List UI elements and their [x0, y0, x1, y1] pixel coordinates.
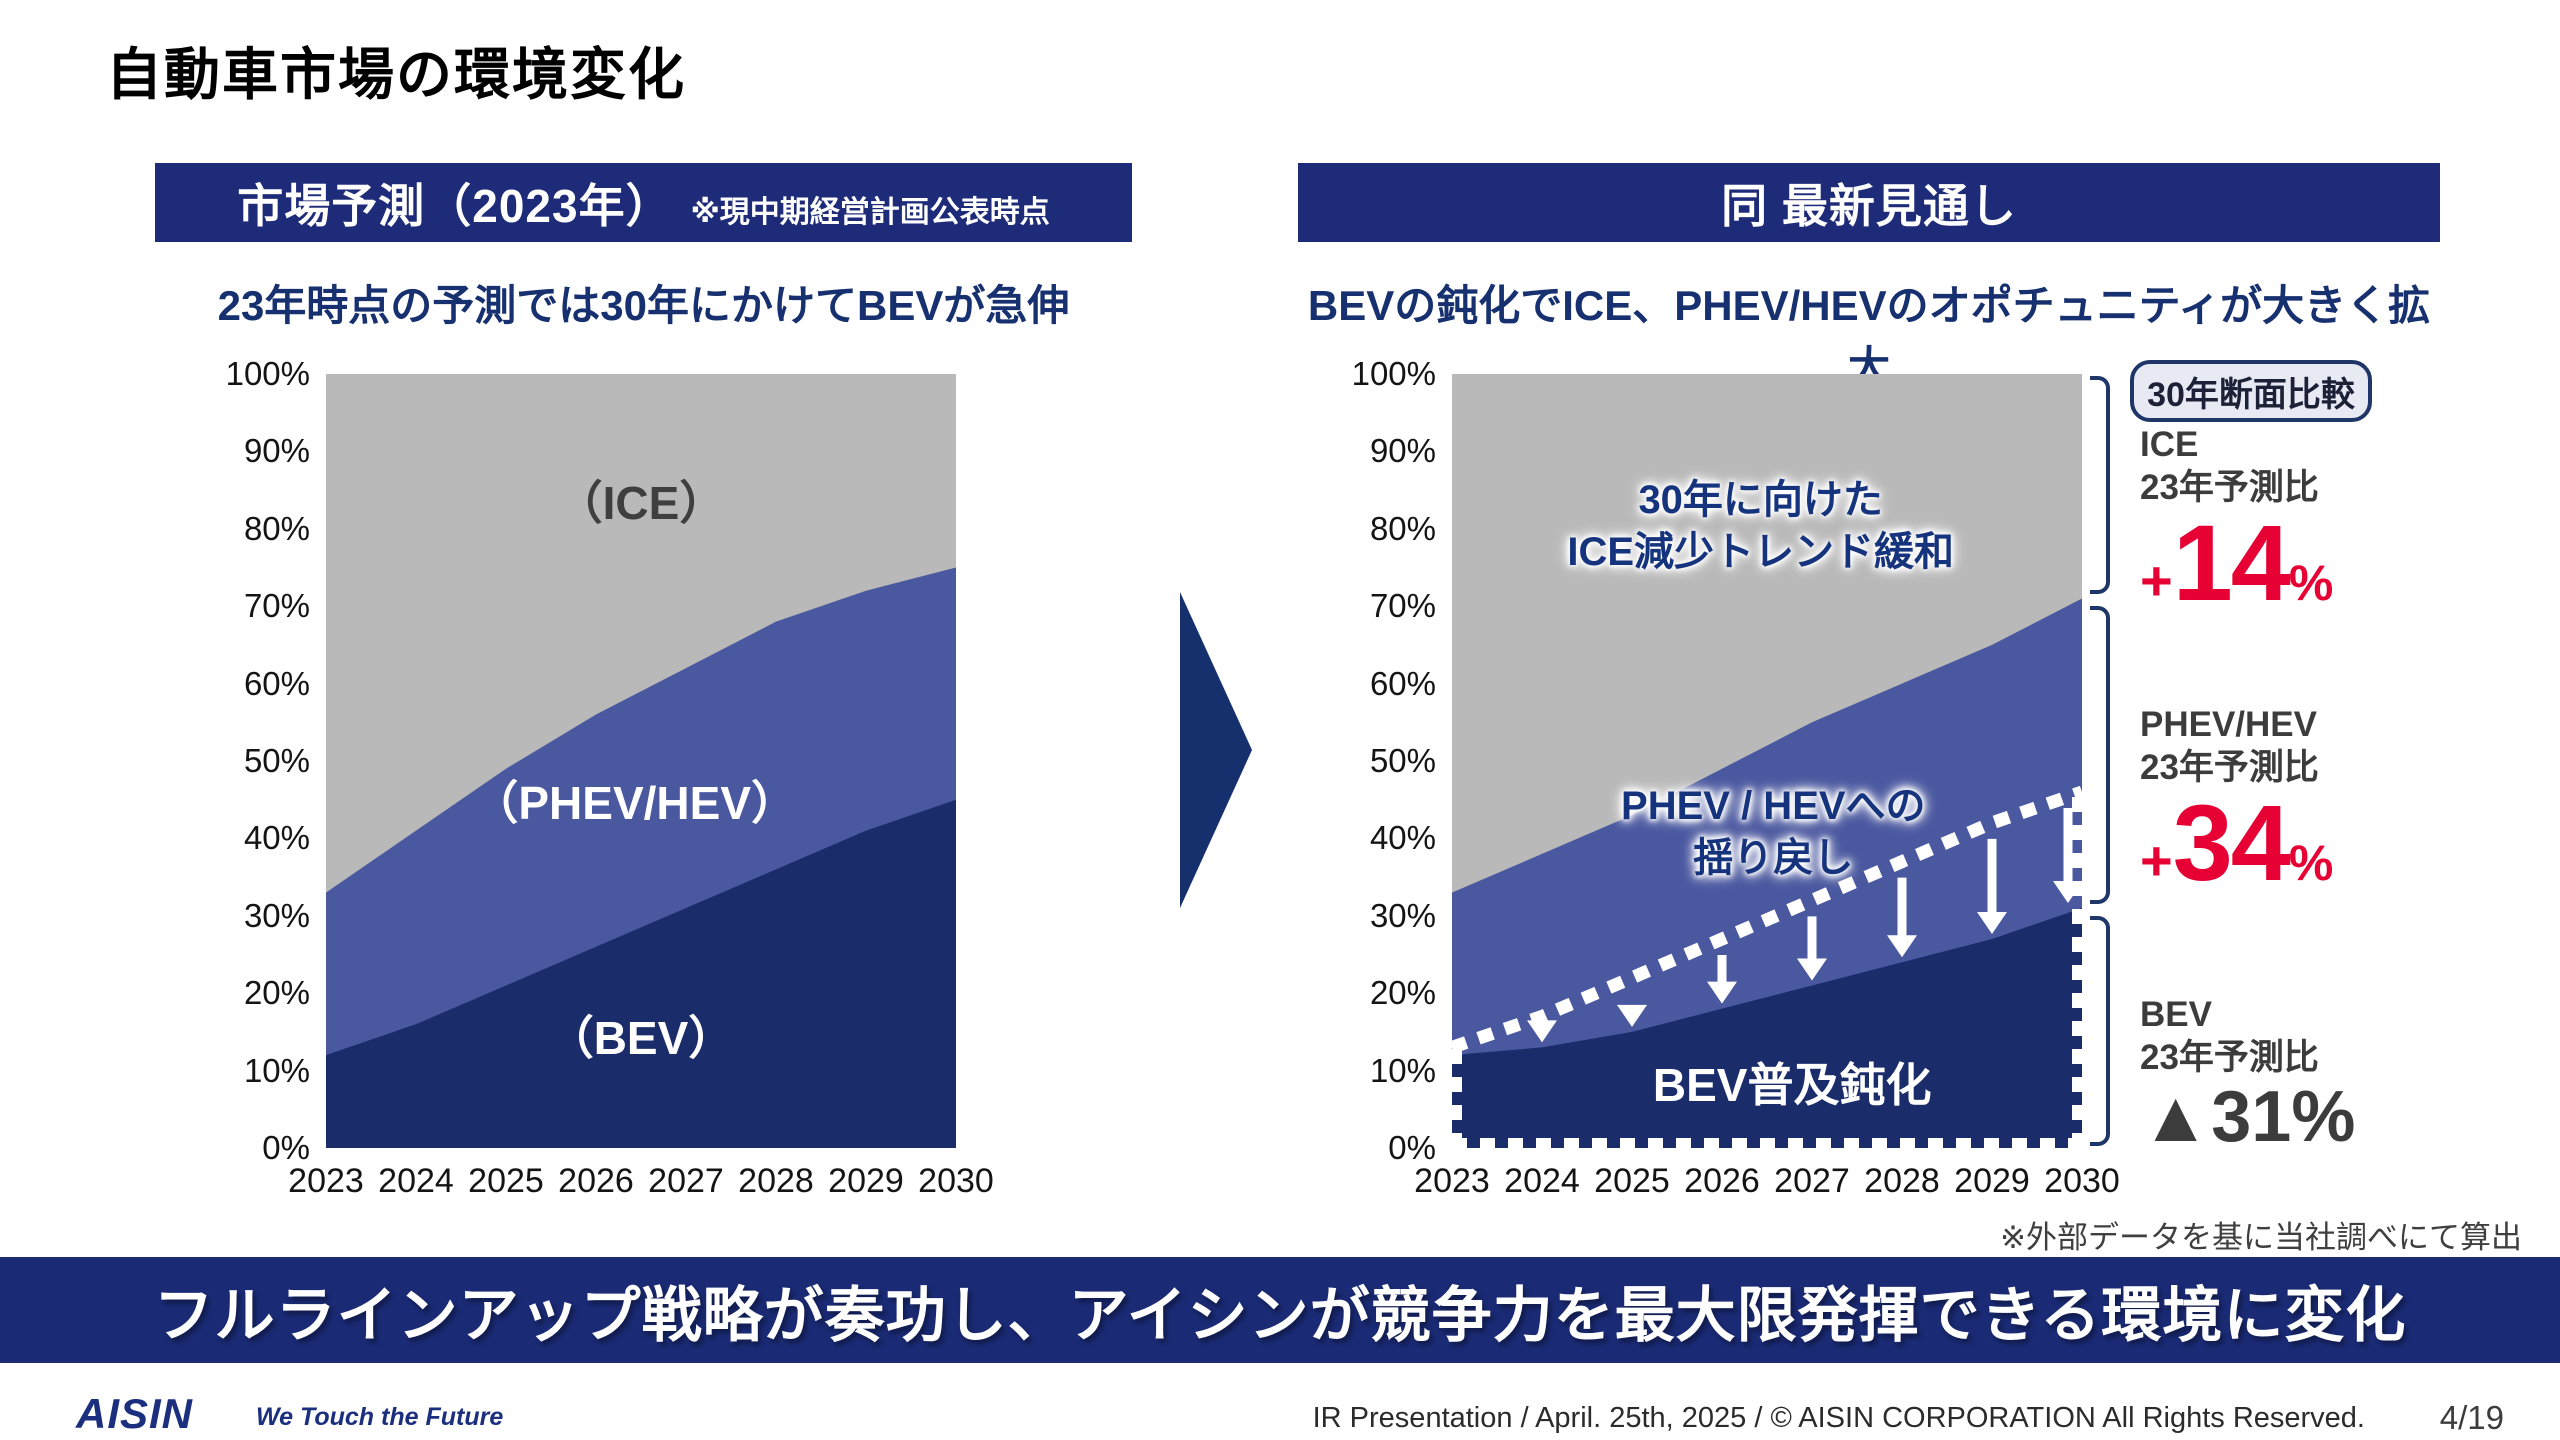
ice-stat-name: ICE — [2140, 425, 2199, 464]
x-tick-label: 2030 — [2044, 1162, 2120, 1200]
ice-stat-label: 23年予測比 — [2140, 467, 2319, 507]
x-tick-label: 2027 — [1774, 1162, 1850, 1200]
phev-swingback-annotation: PHEV / HEVへの 揺り戻し — [1621, 784, 1926, 880]
x-tick-label: 2030 — [918, 1162, 994, 1200]
down-arrow-head — [1527, 1020, 1557, 1043]
forecast-2023-chart-canvas — [326, 374, 956, 1148]
y-tick-label: 70% — [1369, 587, 1436, 625]
y-tick-label: 90% — [1369, 432, 1436, 470]
y-tick-label: 50% — [243, 742, 310, 779]
copyright-text: IR Presentation / April. 25th, 2025 / © … — [1312, 1402, 2365, 1434]
y-tick-label: 10% — [243, 1051, 310, 1089]
down-arrow-head — [1617, 1004, 1647, 1027]
y-tick-label: 60% — [243, 664, 310, 702]
bev-area-label: （BEV） — [547, 1012, 735, 1064]
y-tick-label: 0% — [1388, 1129, 1436, 1166]
y-tick-label: 20% — [243, 974, 310, 1012]
phev-area-label: （PHEV/HEV） — [472, 777, 798, 829]
y-tick-label: 60% — [1369, 664, 1436, 702]
left-panel-header: 市場予測（2023年） ※現中期経営計画公表時点 — [155, 163, 1132, 242]
bev-area — [1452, 908, 2082, 1148]
left-panel-subtitle: 23年時点の予測では30年にかけてBEVが急伸 — [217, 282, 1070, 329]
y-tick-label: 100% — [1351, 355, 1436, 392]
down-arrow-head — [1887, 935, 1917, 958]
ice-bracket — [2090, 376, 2110, 594]
y-tick-label: 80% — [1369, 509, 1436, 547]
x-tick-label: 2025 — [1594, 1162, 1670, 1200]
y-tick-label: 0% — [262, 1129, 310, 1166]
x-tick-label: 2026 — [1684, 1162, 1760, 1200]
phev-stat-value: +34% — [2140, 782, 2334, 904]
x-tick-label: 2027 — [648, 1162, 724, 1200]
ice-stat-value: +14% — [2140, 502, 2334, 624]
former-bev-dotted-line — [1449, 785, 2085, 1054]
forecast-2023-chart: （ICE） （PHEV/HEV） （BEV） 0% 10% 20% 30% 40% 50%… — [226, 355, 994, 1200]
bev-stat-label: 23年予測比 — [2140, 1037, 2319, 1077]
ice-area-label: （ICE） — [556, 477, 726, 529]
x-tick-label: 2026 — [558, 1162, 634, 1200]
bev-stat: BEV 23年予測比 ▲31% — [2140, 994, 2560, 1153]
right-panel-header-title: 同 最新見通し — [1721, 179, 2017, 232]
x-tick-label: 2028 — [738, 1162, 814, 1200]
source-footnote: ※外部データを基に当社調べにて算出 — [2000, 1220, 2522, 1255]
x-tick-label: 2029 — [828, 1162, 904, 1200]
bev-bracket — [2090, 916, 2110, 1146]
latest-outlook-chart-canvas — [1449, 374, 2085, 1148]
brand-tagline: We Touch the Future — [256, 1403, 504, 1431]
left-panel-header-title: 市場予測（2023年） — [237, 179, 673, 232]
phev-stat-name: PHEV/HEV — [2140, 705, 2317, 744]
x-tick-label: 2023 — [288, 1162, 364, 1200]
bev-stat-value: ▲31% — [2140, 1077, 2356, 1158]
y-tick-label: 40% — [243, 819, 310, 857]
right-panel-header: 同 最新見通し — [1298, 163, 2440, 242]
y-tick-label: 30% — [1369, 896, 1436, 934]
aisin-logo: AISIN — [76, 1390, 194, 1437]
y-tick-label: 20% — [1369, 974, 1436, 1012]
ice-stat: ICE 23年予測比 +14% — [2140, 424, 2560, 624]
x-tick-label: 2028 — [1864, 1162, 1940, 1200]
bev-slowdown-annotation: BEV普及鈍化 — [1652, 1059, 1932, 1111]
y-tick-label: 10% — [1369, 1051, 1436, 1089]
y-tick-label: 100% — [225, 355, 310, 392]
down-arrow-head — [1707, 981, 1737, 1004]
phev-bracket — [2090, 606, 2110, 904]
phev-stat-label: 23年予測比 — [2140, 747, 2319, 787]
bev-area — [326, 799, 956, 1148]
left-panel-header-note: ※現中期経営計画公表時点 — [690, 195, 1050, 229]
down-arrow-head — [1797, 958, 1827, 981]
phev-stat: PHEV/HEV 23年予測比 +34% — [2140, 704, 2560, 904]
x-tick-label: 2024 — [378, 1162, 454, 1200]
ice-trend-annotation: 30年に向けた ICE減少トレンド緩和 — [1567, 478, 1955, 574]
x-tick-label: 2029 — [1954, 1162, 2030, 1200]
y-tick-label: 70% — [243, 587, 310, 625]
x-tick-label: 2025 — [468, 1162, 544, 1200]
x-tick-label: 2024 — [1504, 1162, 1580, 1200]
comparison-badge: 30年断面比較 — [2130, 360, 2372, 422]
latest-outlook-chart: 30年に向けた ICE減少トレンド緩和 PHEV / HEVへの 揺り戻し BE… — [1352, 355, 2120, 1200]
y-tick-label: 90% — [243, 432, 310, 470]
page-number: 4/19 — [2439, 1399, 2504, 1436]
bev-stat-name: BEV — [2140, 995, 2212, 1034]
key-message-text: フルラインアップ戦略が奏功し、アイシンが競争力を最大限発揮できる環境に変化 — [153, 1281, 2407, 1349]
y-tick-label: 40% — [1369, 819, 1436, 857]
y-tick-label: 80% — [243, 509, 310, 547]
page-title: 自動車市場の環境変化 — [106, 43, 686, 106]
key-message-banner: フルラインアップ戦略が奏功し、アイシンが競争力を最大限発揮できる環境に変化 — [0, 1257, 2560, 1363]
y-tick-label: 30% — [243, 896, 310, 934]
down-arrow-head — [1977, 912, 2007, 935]
transition-arrow-icon — [1180, 592, 1252, 908]
x-tick-label: 2023 — [1414, 1162, 1490, 1200]
y-tick-label: 50% — [1369, 742, 1436, 779]
